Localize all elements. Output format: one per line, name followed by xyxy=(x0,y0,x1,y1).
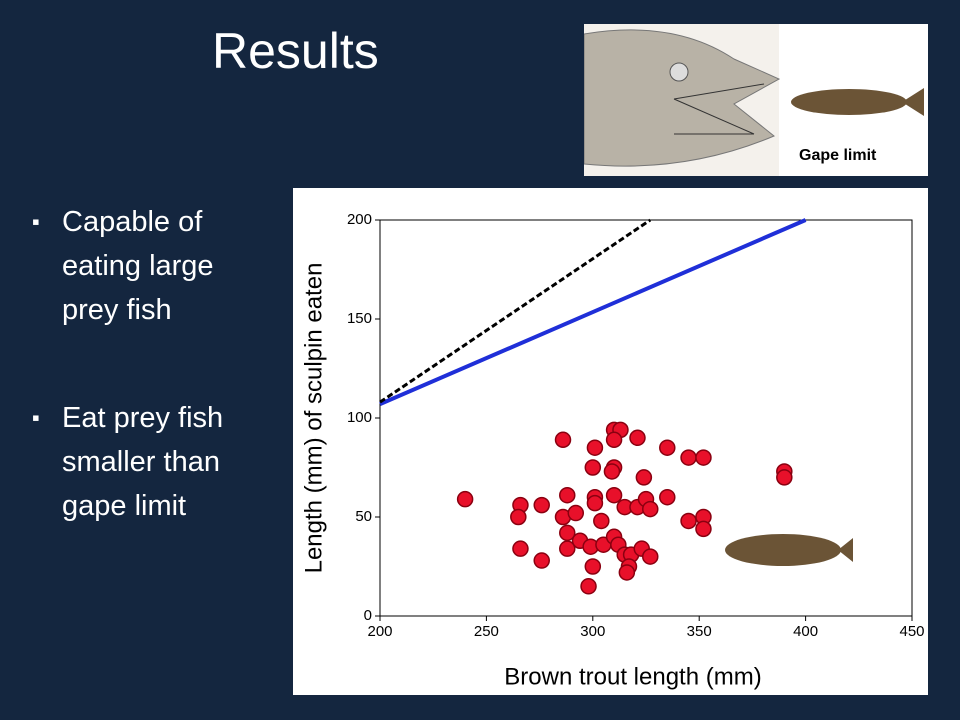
point xyxy=(642,548,659,565)
y-tick-label: 100 xyxy=(347,409,372,426)
sculpin xyxy=(791,89,907,115)
point xyxy=(695,520,712,538)
x-tick-label: 400 xyxy=(793,623,818,640)
chart-fish xyxy=(725,534,853,566)
bullet: Eat prey fish smaller than gape limit xyxy=(32,396,262,528)
x-tick-label: 250 xyxy=(474,623,499,640)
reference-line xyxy=(379,218,652,404)
sculpin-tail xyxy=(902,88,924,116)
point xyxy=(695,449,712,466)
point xyxy=(533,496,550,514)
point xyxy=(680,512,697,530)
point xyxy=(629,429,646,447)
point xyxy=(559,524,576,542)
point xyxy=(593,512,610,530)
point xyxy=(559,486,576,504)
point xyxy=(584,558,602,575)
point xyxy=(659,488,676,506)
sculpin-tail xyxy=(838,538,853,562)
point xyxy=(580,578,597,595)
point xyxy=(635,469,653,486)
gape-line xyxy=(673,83,765,100)
sculpin xyxy=(725,534,841,566)
point xyxy=(642,500,659,518)
x-tick-label: 350 xyxy=(687,623,712,640)
point xyxy=(533,552,550,569)
x-axis-label: Brown trout length (mm) xyxy=(504,663,761,690)
x-tick-label: 200 xyxy=(367,623,392,640)
bullet: Capable of eating large prey fish xyxy=(32,200,262,332)
point xyxy=(554,431,572,449)
point xyxy=(776,469,793,486)
fish-image: Gape limit xyxy=(584,24,928,176)
image-caption: Gape limit xyxy=(799,147,877,164)
y-tick-label: 0 xyxy=(364,607,372,624)
point xyxy=(586,439,604,456)
y-tick-label: 150 xyxy=(347,310,372,327)
point xyxy=(680,449,697,466)
reference-line xyxy=(379,218,807,406)
point xyxy=(512,540,529,557)
trout-eye xyxy=(669,62,689,82)
point xyxy=(605,486,623,504)
point xyxy=(567,504,585,522)
gape-line xyxy=(673,98,755,135)
point xyxy=(605,431,623,449)
point xyxy=(618,564,636,581)
y-axis-label: Length (mm) of sculpin eaten xyxy=(300,263,327,574)
point xyxy=(586,494,604,512)
point xyxy=(456,490,474,508)
x-tick-label: 300 xyxy=(580,623,605,640)
slide-title: Results xyxy=(212,23,379,79)
point xyxy=(584,459,602,476)
point xyxy=(559,540,576,557)
y-tick-label: 50 xyxy=(355,508,372,525)
x-tick-label: 450 xyxy=(899,623,924,640)
y-tick-label: 200 xyxy=(347,211,372,228)
point xyxy=(603,463,621,480)
chart: Brown trout length (mm) Length (mm) of s… xyxy=(293,188,928,695)
point xyxy=(510,508,527,526)
point xyxy=(659,439,676,456)
